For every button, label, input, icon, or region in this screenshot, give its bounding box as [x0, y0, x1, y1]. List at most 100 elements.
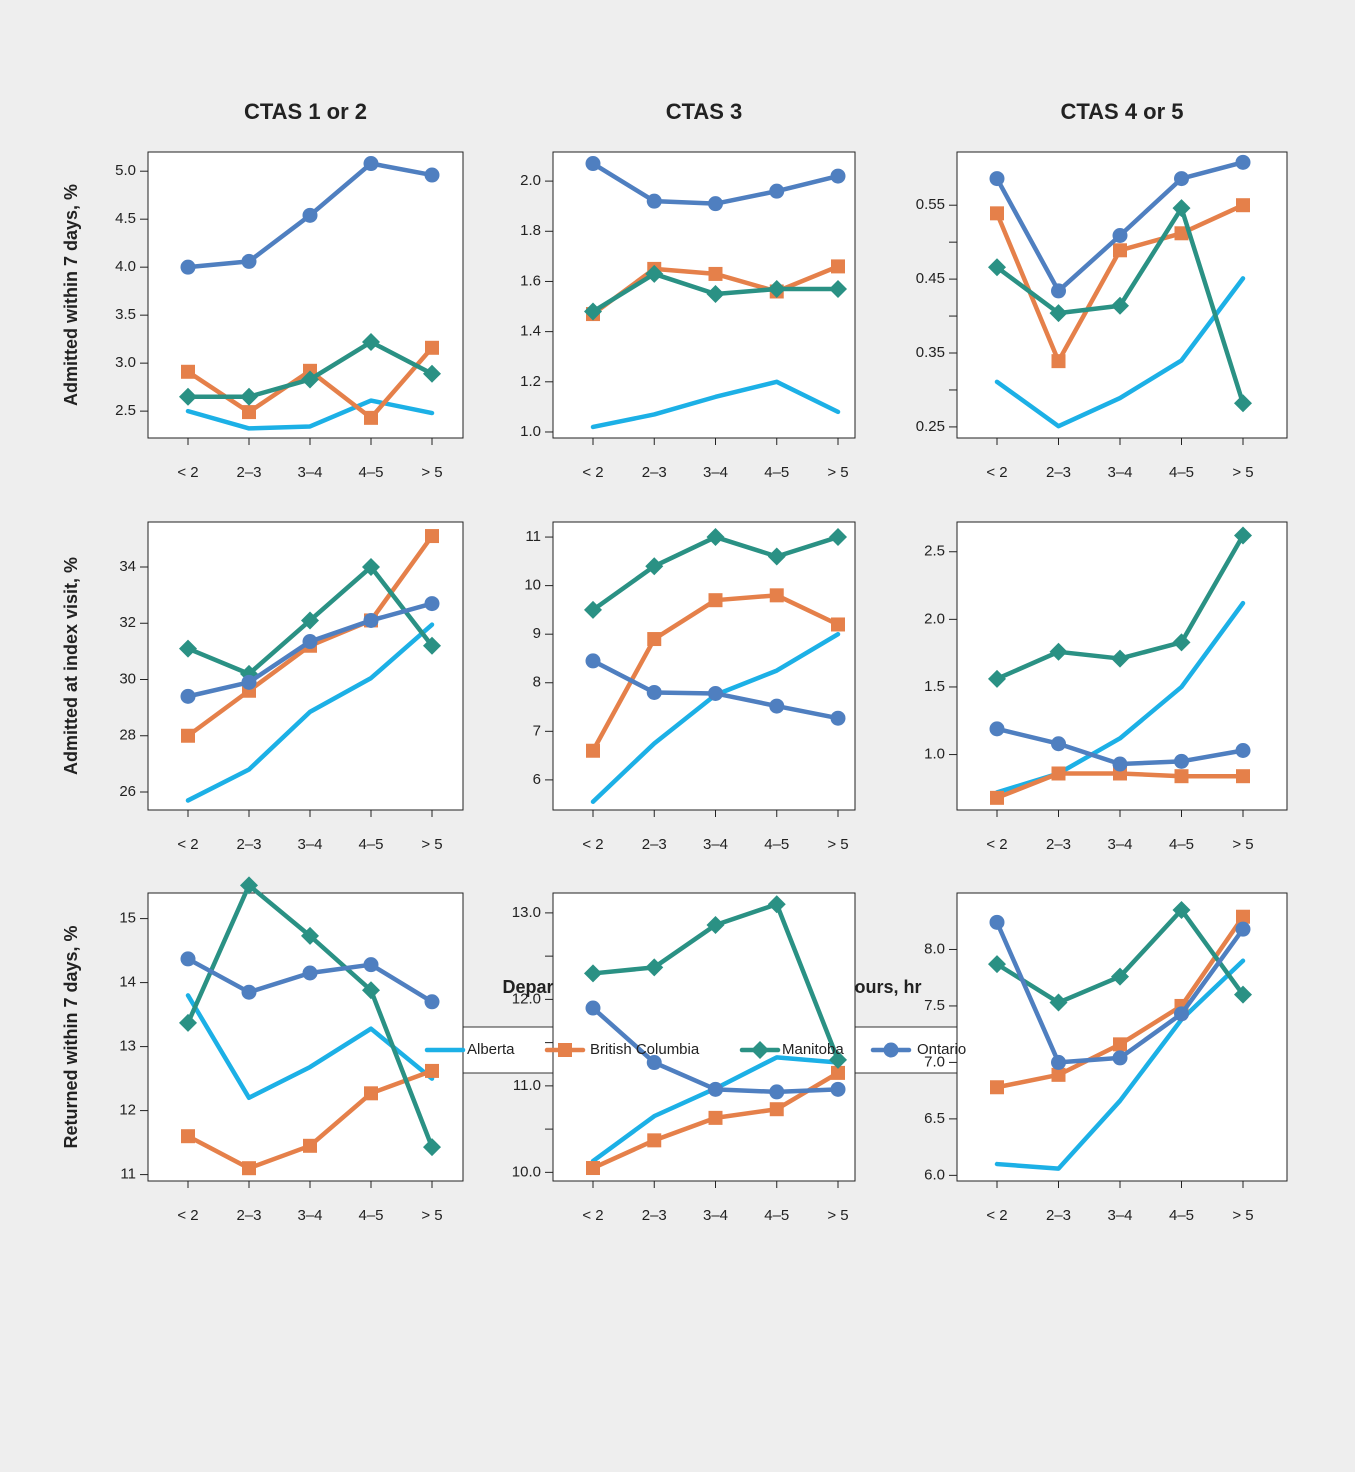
marker-circle [769, 183, 785, 199]
marker-square [558, 1043, 572, 1057]
marker-diamond [645, 264, 664, 283]
marker-square [769, 1102, 784, 1117]
y-tick-label: 12.0 [512, 990, 541, 1007]
column-title: CTAS 3 [666, 99, 743, 124]
x-tick-label: 3–4 [703, 1207, 728, 1224]
y-tick-label: 11 [525, 528, 541, 545]
x-tick-label: 2–3 [642, 1207, 667, 1224]
x-tick-label: 3–4 [297, 836, 322, 853]
marker-diamond [423, 1138, 441, 1157]
plot-area [147, 892, 464, 1182]
y-tick-label: 14 [119, 974, 136, 991]
marker-square [242, 1161, 256, 1176]
marker-square [647, 1133, 662, 1148]
x-tick-label: 3–4 [703, 836, 728, 853]
x-tick-label: 2–3 [642, 836, 667, 853]
row-title: Admitted within 7 days, % [61, 184, 81, 406]
marker-circle [646, 1055, 662, 1071]
marker-circle [1112, 228, 1128, 244]
marker-circle [363, 957, 379, 973]
marker-square [1236, 909, 1250, 924]
y-tick-label: 0.35 [916, 344, 945, 361]
marker-diamond [1172, 633, 1191, 652]
marker-circle [302, 207, 318, 223]
x-tick-label: > 5 [827, 1207, 848, 1224]
marker-circle [180, 259, 196, 275]
marker-diamond [584, 600, 602, 619]
y-tick-label: 13 [119, 1038, 136, 1055]
marker-diamond [829, 528, 847, 547]
marker-square [1051, 354, 1066, 369]
marker-diamond [1234, 985, 1252, 1004]
marker-circle [1051, 1054, 1066, 1070]
marker-diamond [706, 284, 725, 303]
x-tick-label: < 2 [986, 836, 1007, 853]
marker-diamond [1049, 993, 1068, 1012]
marker-diamond [240, 387, 258, 406]
marker-diamond [1172, 199, 1191, 218]
marker-square [1113, 1037, 1127, 1052]
marker-square [708, 266, 723, 281]
marker-diamond [584, 302, 602, 321]
marker-diamond [767, 547, 786, 566]
marker-circle [241, 984, 257, 1000]
x-tick-label: 4–5 [1169, 464, 1194, 481]
y-tick-label: 0.55 [916, 196, 945, 213]
row-title: Admitted at index visit, % [61, 557, 81, 775]
y-tick-label: 34 [119, 558, 136, 575]
x-tick-label: < 2 [177, 1207, 198, 1224]
series-line [590, 379, 841, 430]
x-tick-label: < 2 [986, 464, 1007, 481]
y-tick-label: 1.5 [924, 678, 945, 695]
x-tick-label: 2–3 [1046, 836, 1071, 853]
marker-square [181, 728, 195, 743]
x-tick-label: < 2 [177, 836, 198, 853]
marker-diamond [179, 1013, 197, 1032]
panel: 26 28 30 32 34 < 2 2–3 3–4 4–5 > 5 [119, 521, 464, 853]
x-tick-label: > 5 [421, 1207, 442, 1224]
y-tick-label: 1.6 [520, 272, 541, 289]
marker-diamond [362, 558, 380, 576]
marker-square [708, 593, 723, 608]
marker-square [1236, 769, 1250, 784]
x-tick-label: 4–5 [358, 1207, 383, 1224]
panel: 6.0 6.5 7.0 7.5 8.0 < 2 2–3 3–4 4–5 > 5 [924, 892, 1288, 1224]
x-tick-label: < 2 [177, 464, 198, 481]
panel: 2.5 3.0 3.5 4.0 4.5 5.0 < 2 2–3 3–4 4–5 > 5 [115, 151, 464, 481]
y-tick-label: 8 [533, 674, 541, 691]
x-tick-label: 2–3 [236, 836, 261, 853]
marker-circle [241, 253, 257, 269]
marker-circle [1174, 171, 1189, 187]
x-tick-label: 4–5 [1169, 1207, 1194, 1224]
x-tick-label: 2–3 [236, 1207, 261, 1224]
x-tick-label: 3–4 [703, 464, 728, 481]
marker-circle [1051, 736, 1066, 752]
marker-diamond [767, 895, 786, 914]
legend-label: Alberta [467, 1041, 515, 1058]
x-tick-label: 2–3 [1046, 1207, 1071, 1224]
y-tick-label: 2.0 [924, 610, 945, 627]
marker-diamond [988, 258, 1006, 277]
marker-diamond [645, 557, 664, 576]
marker-circle [769, 698, 785, 714]
column-title: CTAS 4 or 5 [1060, 99, 1183, 124]
marker-diamond [645, 958, 664, 977]
marker-square [364, 410, 378, 425]
marker-square [1174, 226, 1189, 241]
marker-square [364, 1086, 378, 1101]
marker-circle [830, 168, 846, 184]
legend-label: Ontario [917, 1041, 966, 1058]
marker-diamond [423, 636, 441, 655]
marker-diamond [1234, 526, 1252, 545]
y-tick-label: 13.0 [512, 904, 541, 921]
marker-circle [1235, 154, 1251, 170]
panel: 10.0 11.0 12.0 13.0 < 2 2–3 3–4 4–5 > 5 [512, 892, 856, 1224]
marker-square [181, 1129, 195, 1144]
marker-circle [585, 653, 601, 669]
marker-square [990, 790, 1004, 805]
x-tick-label: 2–3 [236, 464, 261, 481]
marker-diamond [362, 981, 380, 1000]
marker-circle [830, 710, 846, 726]
panel: 1.0 1.2 1.4 1.6 1.8 2.0 < 2 2–3 3–4 4–5 > 5 [520, 151, 856, 481]
